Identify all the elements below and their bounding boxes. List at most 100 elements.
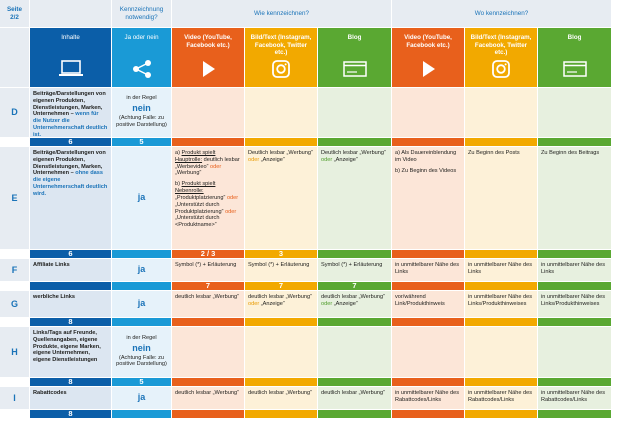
column-header: Bild/Text (Instagram, Facebook, Twitter …	[465, 28, 537, 87]
row-letter: G	[0, 291, 29, 317]
bar-spacer	[0, 282, 29, 290]
text: ja	[137, 264, 146, 275]
table-cell	[465, 327, 537, 377]
paragraph: in unmittelbarer Nähe des Rabattcodes/Li…	[468, 390, 534, 404]
text: in unmittelbarer Nähe des Links	[468, 262, 533, 275]
table-cell: ja	[112, 291, 171, 317]
column-label: Inhalte	[61, 34, 80, 58]
text: „Anzeige“	[259, 300, 285, 307]
paragraph: Symbol (*) + Erläuterung	[321, 262, 388, 269]
page-ref-bar	[112, 410, 171, 418]
page-ref-bar	[538, 282, 611, 290]
column-label: Video (YouTube, Facebook etc.)	[184, 34, 232, 49]
paragraph: in unmittelbarer Nähe des Links/Produkth…	[468, 294, 534, 308]
table-cell	[465, 88, 537, 137]
icon	[132, 60, 151, 78]
text: nein	[132, 342, 151, 353]
column-header: Bild/Text (Instagram, Facebook, Twitter …	[245, 28, 317, 87]
table-cell	[318, 327, 391, 377]
page-ref: 6	[68, 138, 73, 146]
page-ref-bar: 8	[30, 410, 111, 418]
paragraph: Deutlich lesbar „Werbung“ oder „Anzeige“	[321, 150, 388, 164]
text: werbliche Links	[33, 294, 75, 300]
page-ref-bar	[112, 282, 171, 290]
table-cell: werbliche Links	[30, 291, 111, 317]
page-ref-bar	[465, 138, 537, 146]
text: Rabattcodes	[33, 390, 67, 396]
column-label: Bild/Text (Instagram, Facebook, Twitter …	[468, 34, 534, 58]
text: Symbol (*) + Erläuterung	[321, 262, 383, 268]
page-ref-bar	[318, 318, 391, 326]
paragraph: in unmittelbarer Nähe des Rabattcodes/Li…	[395, 390, 461, 404]
row-letter: I	[0, 387, 29, 409]
table-cell: Symbol (*) + Erläuterung	[318, 259, 391, 281]
table-cell	[245, 327, 317, 377]
row-letter: G	[10, 298, 18, 309]
paragraph: in unmittelbarer Nähe des Rabattcodes/Li…	[541, 390, 608, 404]
table-cell: Deutlich lesbar „Werbung“ oder „Anzeige“	[245, 147, 317, 249]
where-header: Wo kennzeichnen?	[392, 0, 611, 27]
paragraph: a) Als Dauereinblendung im Video	[395, 150, 461, 164]
table-cell: deutlich lesbar „Werbung“	[245, 387, 317, 409]
corner	[0, 28, 29, 87]
bar-spacer	[0, 318, 29, 326]
paragraph: ja	[115, 392, 168, 403]
table-cell: in der Regel nein (Achtung Falle: zu posit…	[112, 88, 171, 137]
text: „Anzeige“	[332, 300, 358, 307]
text: deutlich lesbar „Werbung“	[175, 390, 239, 396]
text: oder	[210, 163, 222, 170]
page-ref-bar	[392, 250, 464, 258]
page-label: Seite 2/2	[0, 0, 29, 27]
text: Zu Beginn des Beitrags	[541, 150, 600, 156]
text: in unmittelbarer Nähe des Rabattcodes/Li…	[468, 390, 533, 403]
row-letter: E	[0, 147, 29, 249]
text: oder	[225, 208, 237, 215]
table-cell: in unmittelbarer Nähe des Links/Produkth…	[465, 291, 537, 317]
page-ref-bar	[392, 410, 464, 418]
text: Beiträge/Darstellungen von eigenen Produ…	[33, 91, 106, 118]
page-ref: 8	[68, 410, 73, 418]
text: in unmittelbarer Nähe des Links/Produkth…	[468, 294, 533, 307]
row-letter: I	[13, 392, 16, 403]
need-header: Kennzeichnung notwendig?	[119, 5, 164, 21]
how-header: Wie kennzeichnen?	[172, 0, 391, 27]
table-cell: a) Produkt spielt Hauptrolle: deutlich l…	[172, 147, 244, 249]
table-cell: deutlich lesbar „Werbung“ oder „Anzeige“	[245, 291, 317, 317]
column-header: Blog	[538, 28, 611, 87]
column-label: Blog	[567, 34, 582, 41]
paragraph: Zu Beginn des Beitrags	[541, 150, 608, 157]
paragraph: b) Zu Beginn des Videos	[395, 168, 461, 175]
text: in der Regel	[126, 334, 157, 341]
page-ref-bar	[245, 410, 317, 418]
text: oder	[226, 194, 239, 201]
paragraph: deutlich lesbar „Werbung“	[321, 390, 388, 397]
paragraph: Rabattcodes	[33, 390, 108, 397]
paragraph: ja	[115, 264, 168, 275]
table-cell: Deutlich lesbar „Werbung“ oder „Anzeige“	[318, 147, 391, 249]
table-cell: Symbol (*) + Erläuterung	[172, 259, 244, 281]
page-ref: 7	[205, 282, 211, 290]
text: oder	[321, 156, 333, 163]
page-ref: 5	[139, 378, 144, 386]
icon	[272, 60, 290, 78]
table-cell: Beiträge/Darstellungen von eigenen Produ…	[30, 88, 111, 137]
table-cell: Zu Beginn des Posts	[465, 147, 537, 249]
paragraph: werbliche Links	[33, 294, 108, 301]
column-label: Video (YouTube, Facebook etc.)	[404, 34, 452, 49]
icon	[58, 60, 83, 76]
text: Produkt spielt Hauptrolle:	[175, 150, 216, 163]
paragraph: in der Regel	[115, 335, 168, 342]
paragraph: Affiliate Links	[33, 262, 108, 269]
text: „Unterstützt durch <Produktname>“	[175, 215, 220, 229]
page-ref-bar	[318, 378, 391, 386]
row-letter: D	[11, 107, 18, 118]
text: deutlich lesbar „Werbevideo“	[175, 156, 240, 170]
text: b)	[175, 181, 182, 188]
text: wenn für die Nutzer die Unternehmerschaf…	[33, 111, 108, 137]
column-header: Inhalte	[30, 28, 111, 87]
paragraph: deutlich lesbar „Werbung“	[248, 390, 314, 397]
page-ref-bar	[538, 250, 611, 258]
text: Symbol (*) + Erläuterung	[248, 262, 310, 268]
column-header: Blog	[318, 28, 391, 87]
